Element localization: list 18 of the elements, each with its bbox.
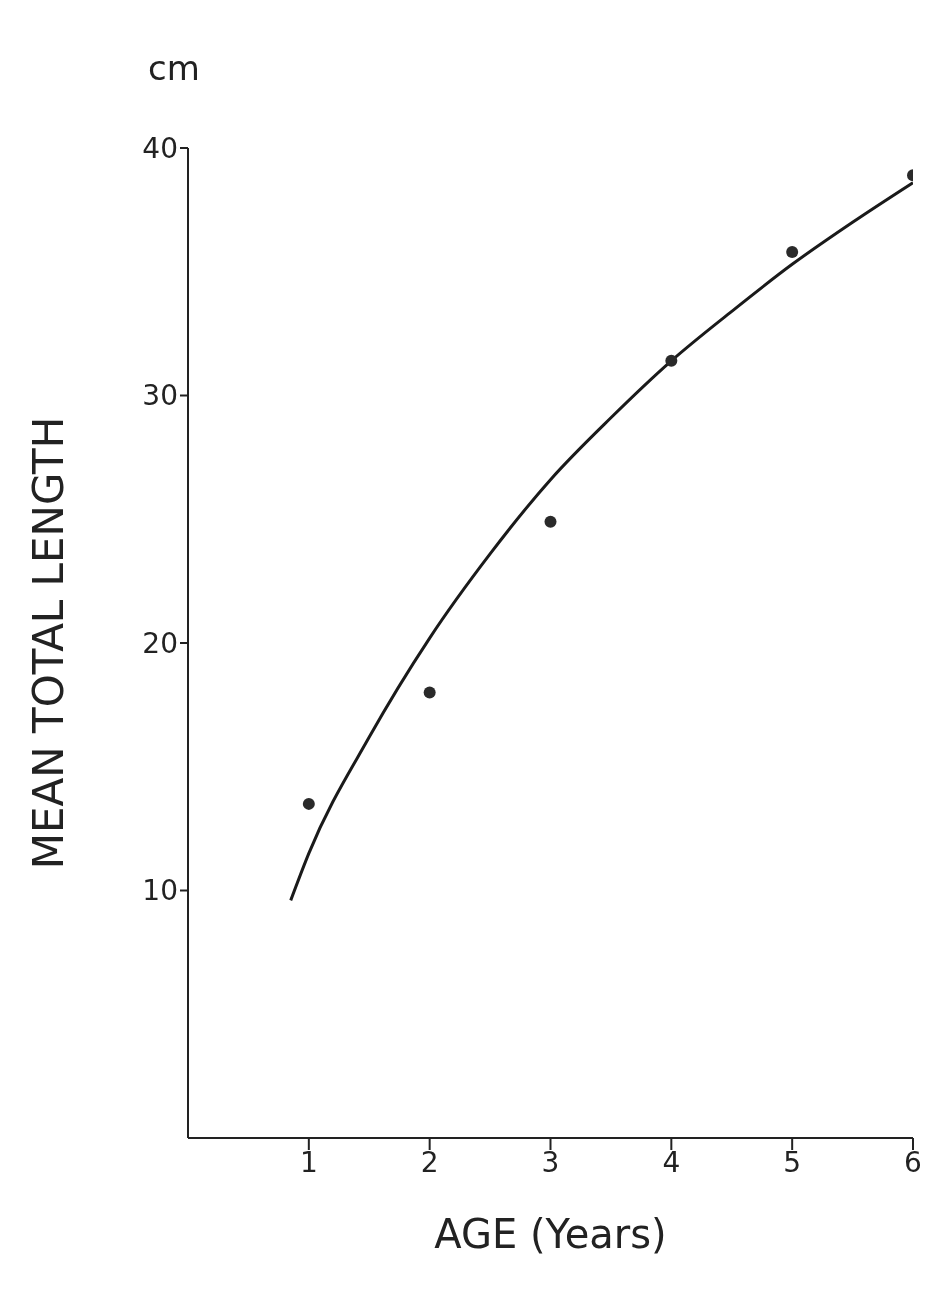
x-tick-label: 5 <box>783 1145 802 1179</box>
x-tick-label: 1 <box>299 1145 318 1179</box>
y-tick-label: 10 <box>142 874 178 908</box>
point <box>302 797 315 810</box>
y-axis-title: MEAN TOTAL LENGTH <box>23 416 73 870</box>
x-axis-title: AGE (Years) <box>434 1211 667 1257</box>
x-tick-label: 2 <box>420 1145 439 1179</box>
text: cm <box>148 48 200 88</box>
x-tick-label: 4 <box>662 1145 681 1179</box>
x-tick-label: 6 <box>904 1145 922 1179</box>
y-tick-label: 40 <box>142 131 178 165</box>
y-tick-label: 20 <box>142 626 178 660</box>
x-tick-label: 3 <box>541 1145 560 1179</box>
point <box>786 245 799 258</box>
point <box>665 354 678 367</box>
point <box>423 686 436 699</box>
point <box>544 515 557 528</box>
y-tick-label: 30 <box>142 379 178 413</box>
